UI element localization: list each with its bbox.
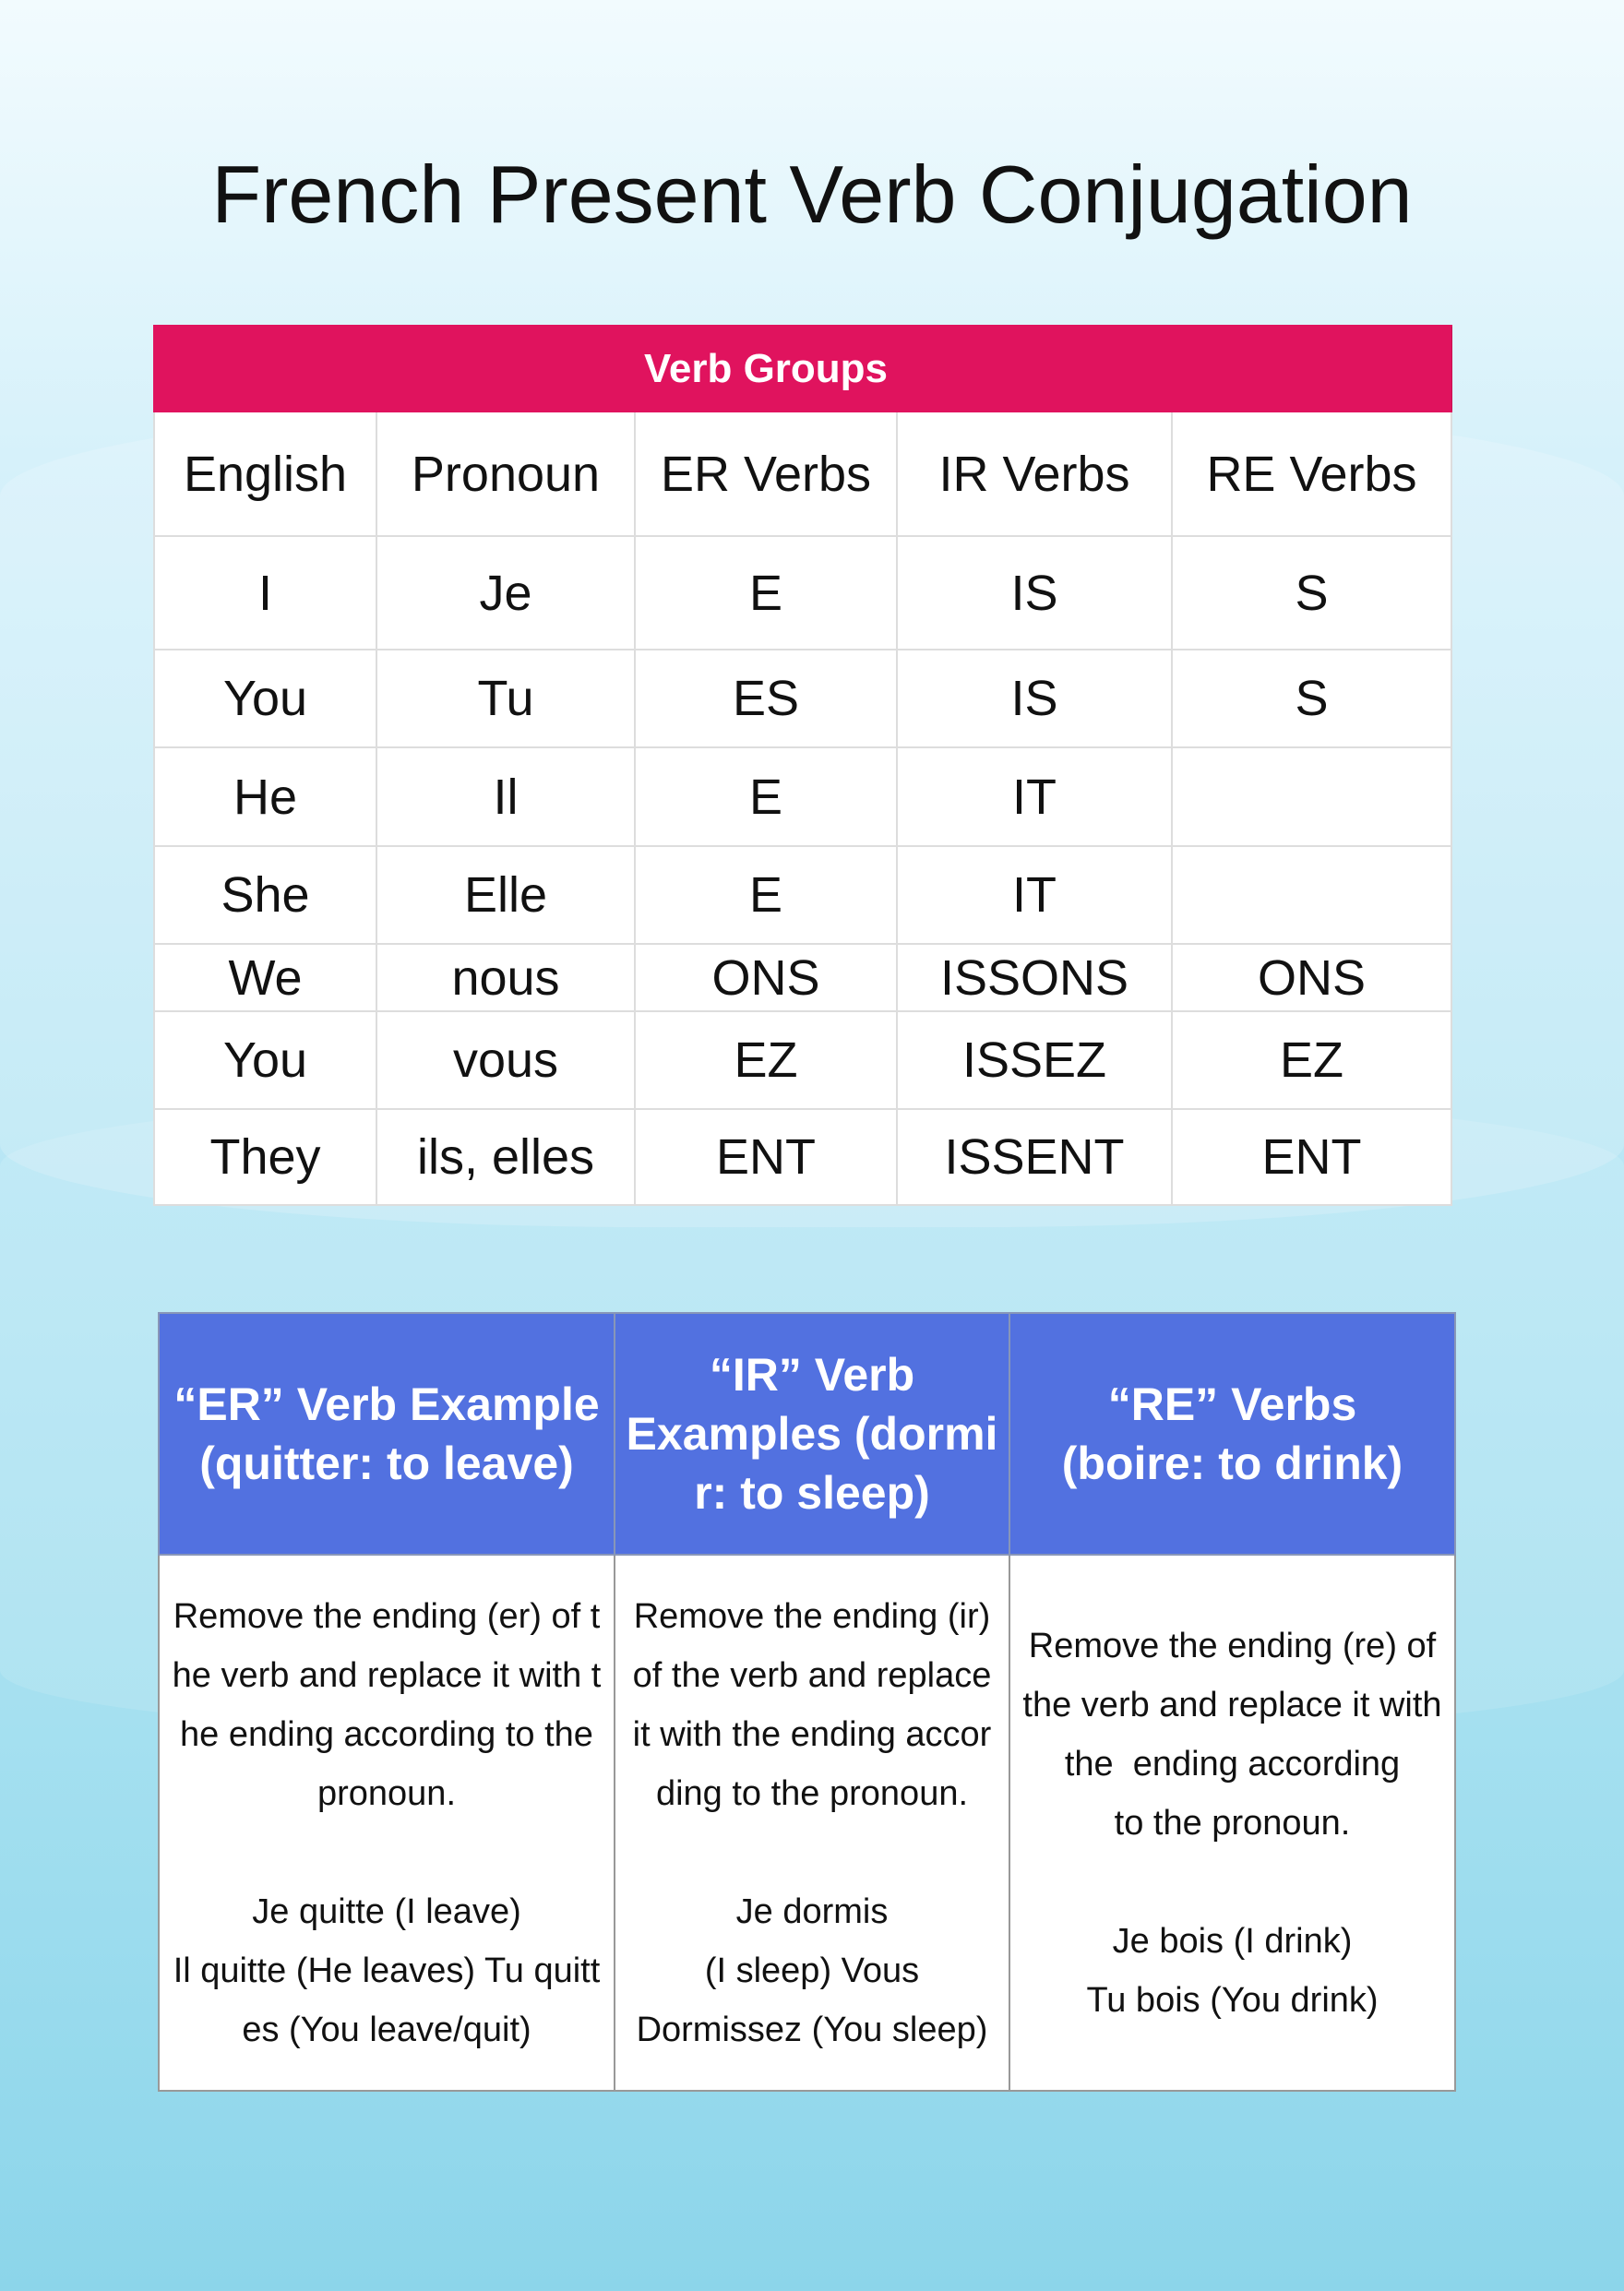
- table-cell: Tu: [376, 649, 636, 748]
- example-line: ding to the pronoun.: [655, 1773, 969, 1813]
- example-line: Je dormis: [735, 1891, 889, 1931]
- table-cell: You: [153, 1010, 377, 1110]
- table-cell: S: [1171, 649, 1452, 748]
- example-line: Je bois (I drink): [1112, 1921, 1353, 1961]
- header-cell: [376, 325, 636, 412]
- table-cell: Je: [376, 535, 636, 650]
- table-cell: ONS: [1171, 943, 1452, 1012]
- verb-groups-header: Verb Groups: [634, 325, 898, 412]
- example-line: Tu bois (You drink): [1086, 1980, 1379, 2020]
- table-cell: ISSEZ: [896, 1010, 1173, 1110]
- table-row: They ils, elles ENT ISSENT ENT: [153, 1108, 1452, 1206]
- table-cell: S: [1171, 535, 1452, 650]
- table-cell: EZ: [634, 1010, 898, 1110]
- example-line: [615, 1823, 1009, 1882]
- table-row: He Il E IT: [153, 746, 1452, 847]
- table-cell: IT: [896, 845, 1173, 945]
- example-line: [160, 1823, 614, 1882]
- example-header: “IR” Verb Examples (dormi r: to sleep): [614, 1312, 1010, 1556]
- column-header: IR Verbs: [896, 411, 1173, 537]
- column-header-row: English Pronoun ER Verbs IR Verbs RE Verbs: [153, 411, 1452, 537]
- table-cell: IT: [896, 746, 1173, 847]
- example-cell: Remove the ending (er) of t he verb and r…: [158, 1554, 615, 2092]
- table-row: I Je E IS S: [153, 535, 1452, 650]
- table-cell: vous: [376, 1010, 636, 1110]
- example-line: (I sleep) Vous: [704, 1951, 920, 1990]
- table-row: You vous EZ ISSEZ EZ: [153, 1010, 1452, 1110]
- example-line: es (You leave/quit): [242, 2010, 531, 2049]
- table-cell: He: [153, 746, 377, 847]
- example-line: Dormissez (You sleep): [636, 2010, 988, 2049]
- example-line: he ending according to the: [180, 1714, 593, 1754]
- conjugation-table: Verb Groups English Pronoun ER Verbs IR Verb…: [153, 325, 1452, 1206]
- header-line: “RE” Verbs: [1107, 1378, 1357, 1430]
- example-line: Je quitte (I leave): [252, 1891, 521, 1931]
- example-line: of the verb and replace: [632, 1655, 992, 1695]
- group-header-row: Verb Groups: [153, 325, 1452, 412]
- table-cell: ISSENT: [896, 1108, 1173, 1206]
- table-cell: [1171, 845, 1452, 945]
- column-header: Pronoun: [376, 411, 636, 537]
- header-line: (boire: to drink): [1061, 1438, 1403, 1489]
- column-header: ER Verbs: [634, 411, 898, 537]
- table-cell: You: [153, 649, 377, 748]
- table-cell: I: [153, 535, 377, 650]
- column-header: RE Verbs: [1171, 411, 1452, 537]
- table-cell: EZ: [1171, 1010, 1452, 1110]
- example-line: Remove the ending (ir): [633, 1596, 991, 1636]
- page-title: French Present Verb Conjugation: [211, 149, 1413, 240]
- table-cell: They: [153, 1108, 377, 1206]
- example-line: he verb and replace it with t: [172, 1655, 602, 1695]
- table-cell: ENT: [634, 1108, 898, 1206]
- table-cell: E: [634, 535, 898, 650]
- example-line: Remove the ending (re) of: [1028, 1626, 1437, 1665]
- header-cell: [896, 325, 1173, 412]
- example-cell: Remove the ending (ir) of the verb and re…: [614, 1554, 1010, 2092]
- table-cell: We: [153, 943, 377, 1012]
- example-line: [1010, 1853, 1454, 1912]
- example-cell: Remove the ending (re) of the verb and re…: [1009, 1554, 1456, 2092]
- table-cell: ENT: [1171, 1108, 1452, 1206]
- header-line: r: to sleep): [694, 1467, 930, 1519]
- example-line: the ending according: [1064, 1744, 1401, 1784]
- header-cell: [153, 325, 377, 412]
- table-cell: E: [634, 746, 898, 847]
- table-cell: ils, elles: [376, 1108, 636, 1206]
- column-header: English: [153, 411, 377, 537]
- table-cell: She: [153, 845, 377, 945]
- table-cell: nous: [376, 943, 636, 1012]
- table-cell: IS: [896, 535, 1173, 650]
- table-cell: IS: [896, 649, 1173, 748]
- example-line: it with the ending accor: [632, 1714, 992, 1754]
- table-row: You Tu ES IS S: [153, 649, 1452, 748]
- example-header: “RE” Verbs (boire: to drink): [1009, 1312, 1456, 1556]
- example-line: the verb and replace it with: [1022, 1685, 1442, 1724]
- table-cell: ISSONS: [896, 943, 1173, 1012]
- header-line: (quitter: to leave): [199, 1438, 574, 1489]
- example-header: “ER” Verb Example (quitter: to leave): [158, 1312, 615, 1556]
- examples-table: “ER” Verb Example (quitter: to leave) “IR”…: [158, 1312, 1456, 2092]
- example-line: to the pronoun.: [1114, 1803, 1351, 1843]
- table-cell: Elle: [376, 845, 636, 945]
- table-row: She Elle E IT: [153, 845, 1452, 945]
- example-line: pronoun.: [316, 1773, 456, 1813]
- header-cell: [1171, 325, 1452, 412]
- example-line: Il quitte (He leaves) Tu quitt: [173, 1951, 601, 1990]
- table-row: We nous ONS ISSONS ONS: [153, 943, 1452, 1012]
- example-line: Remove the ending (er) of t: [173, 1596, 601, 1636]
- table-cell: [1171, 746, 1452, 847]
- table-cell: ONS: [634, 943, 898, 1012]
- header-line: “ER” Verb Example: [173, 1378, 600, 1430]
- table-cell: E: [634, 845, 898, 945]
- table-cell: Il: [376, 746, 636, 847]
- header-line: “IR” Verb: [709, 1349, 915, 1401]
- table-cell: ES: [634, 649, 898, 748]
- header-line: Examples (dormi: [626, 1408, 998, 1460]
